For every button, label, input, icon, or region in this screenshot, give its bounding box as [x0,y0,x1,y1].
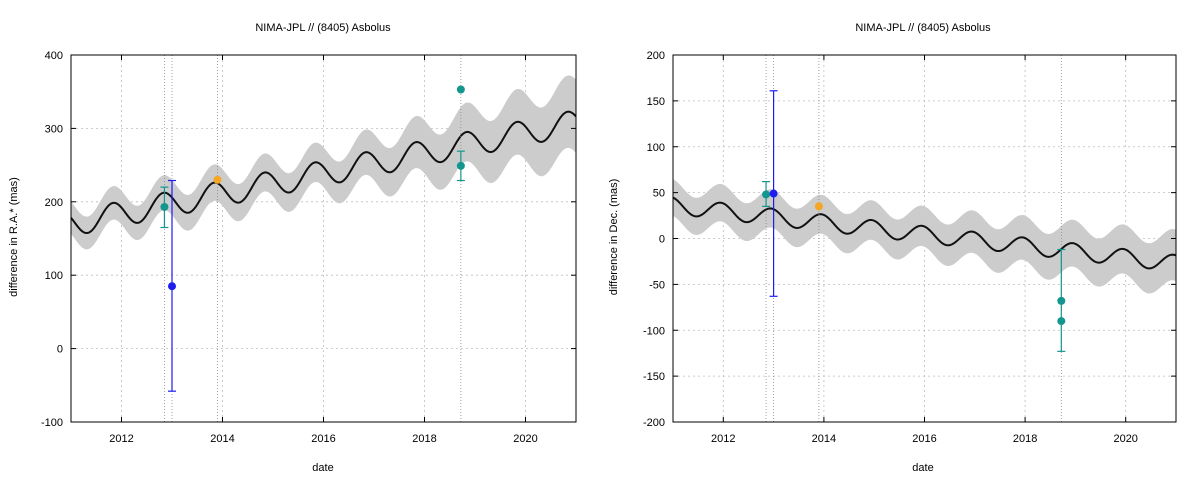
dec-panel: NIMA-JPL // (8405) Asbolus date differen… [608,22,1177,474]
dec-data-point [769,189,778,198]
ra-x-tick-label: 2018 [412,433,436,445]
ra-y-tick-label: -100 [41,417,63,429]
dec-y-tick-label: -200 [643,417,665,429]
ra-data-point [456,161,465,170]
ra-x-tick-label: 2014 [210,433,234,445]
dec-y-tick-label: -150 [643,371,665,383]
ra-x-axis-label: date [312,462,333,474]
dec-x-axis-label: date [912,462,933,474]
ra-x-tick-label: 2020 [513,433,537,445]
dec-y-tick-label: 50 [653,188,665,200]
ra-data-point [456,85,465,94]
ra-data-point [168,282,176,291]
dec-data-point [1057,317,1066,326]
dec-data-point [814,202,823,211]
dec-model-line [673,196,1176,270]
dec-plot-area: -200 -150 -100 -50 0 50 100 150 200 2012 2014 2016 2… [643,50,1177,445]
ra-data-point [160,202,169,211]
ra-x-tick-label: 2016 [311,433,335,445]
dec-y-tick-label: -50 [649,279,665,291]
dec-x-tick-label: 2012 [711,433,735,445]
dec-y-axis-label: difference in Dec. (mas) [608,179,620,296]
ra-panel: NIMA-JPL // (8405) Asbolus date differen… [8,22,577,474]
dec-y-tick-label: 100 [647,142,665,154]
dec-x-tick-label: 2020 [1113,433,1137,445]
ra-data-point [213,175,222,184]
dec-y-tick-label: 200 [647,50,665,62]
dec-x-tick-label: 2014 [812,433,836,445]
ra-y-tick-label: 400 [45,50,63,62]
dec-y-tick-label: -100 [643,325,665,337]
dec-y-tick-label: 150 [647,96,665,108]
ra-x-tick-label: 2012 [109,433,133,445]
ra-y-tick-label: 200 [45,197,63,209]
dec-data-point [1057,296,1066,305]
ra-y-tick-label: 0 [57,344,63,356]
dec-chart-title: NIMA-JPL // (8405) Asbolus [855,22,991,34]
dec-y-tick-label: 0 [659,234,665,246]
dec-x-tick-label: 2016 [912,433,936,445]
ra-y-tick-label: 100 [45,270,63,282]
dec-data-point [762,190,771,199]
ra-plot-area: -100 0 100 200 300 400 2012 2014 2016 2018 2020 [41,50,577,445]
dec-uncertainty-band [673,179,1176,294]
ra-y-tick-label: 300 [45,123,63,135]
dec-x-tick-label: 2018 [1013,433,1037,445]
ra-chart-title: NIMA-JPL // (8405) Asbolus [255,22,391,34]
ra-y-axis-label: difference in R.A.* (mas) [8,177,20,297]
ra-model-line [71,110,576,235]
